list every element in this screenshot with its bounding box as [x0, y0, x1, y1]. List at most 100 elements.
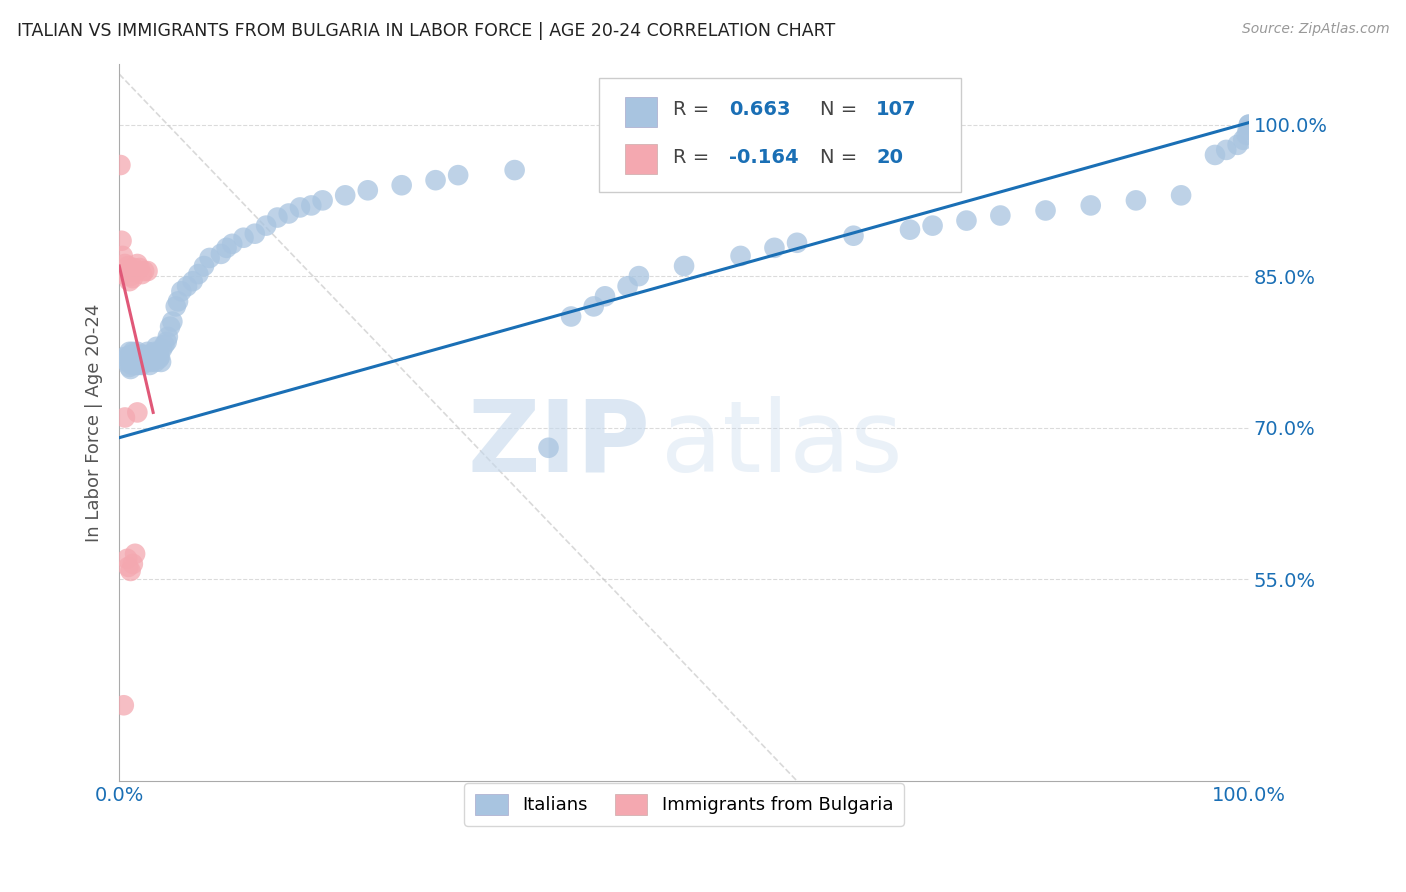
Point — [627, 269, 650, 284]
Point — [122, 260, 145, 275]
Point — [112, 698, 135, 713]
Point — [124, 264, 146, 278]
Point — [118, 274, 141, 288]
Point — [125, 355, 148, 369]
Point — [111, 267, 134, 281]
Point — [125, 264, 148, 278]
Point — [143, 344, 166, 359]
Point — [112, 264, 135, 278]
Point — [165, 300, 187, 314]
Point — [150, 342, 173, 356]
Point — [127, 358, 149, 372]
Point — [988, 209, 1011, 223]
Text: 107: 107 — [876, 101, 917, 120]
Point — [335, 188, 357, 202]
Point — [673, 259, 696, 273]
Point — [221, 236, 243, 251]
Point — [114, 350, 136, 364]
Point — [127, 405, 149, 419]
Point — [115, 264, 138, 278]
Text: -0.164: -0.164 — [730, 148, 799, 167]
Point — [138, 351, 160, 366]
Point — [122, 355, 145, 369]
Point — [134, 355, 156, 369]
Point — [1035, 203, 1057, 218]
Point — [136, 264, 159, 278]
Point — [121, 351, 143, 366]
Point — [118, 264, 141, 278]
Point — [121, 271, 143, 285]
Point — [142, 351, 165, 366]
Point — [1125, 194, 1147, 208]
Point — [110, 264, 132, 278]
Point — [131, 350, 153, 364]
Point — [131, 267, 153, 281]
Point — [254, 219, 277, 233]
Point — [425, 173, 447, 187]
Point — [129, 351, 152, 366]
Point — [1237, 118, 1260, 132]
Point — [503, 163, 526, 178]
Point — [187, 267, 209, 281]
Point — [120, 564, 142, 578]
Point — [125, 348, 148, 362]
Point — [150, 355, 173, 369]
Point — [117, 560, 139, 574]
Point — [232, 231, 254, 245]
Text: ITALIAN VS IMMIGRANTS FROM BULGARIA IN LABOR FORCE | AGE 20-24 CORRELATION CHART: ITALIAN VS IMMIGRANTS FROM BULGARIA IN L… — [17, 22, 835, 40]
FancyBboxPatch shape — [626, 97, 657, 128]
Point — [1204, 148, 1226, 162]
Point — [159, 319, 181, 334]
Point — [266, 211, 288, 225]
Point — [277, 206, 299, 220]
Point — [132, 351, 155, 366]
Point — [730, 249, 752, 263]
Point — [114, 410, 136, 425]
Legend: Italians, Immigrants from Bulgaria: Italians, Immigrants from Bulgaria — [464, 783, 904, 826]
Point — [145, 340, 167, 354]
Point — [198, 251, 221, 265]
Point — [124, 547, 146, 561]
Y-axis label: In Labor Force | Age 20-24: In Labor Force | Age 20-24 — [86, 303, 103, 541]
Point — [181, 274, 204, 288]
Point — [139, 358, 162, 372]
Point — [593, 289, 616, 303]
Point — [955, 213, 977, 227]
Point — [156, 329, 179, 343]
Point — [134, 348, 156, 362]
Point — [115, 552, 138, 566]
Point — [148, 351, 170, 366]
Point — [786, 235, 808, 250]
Point — [537, 441, 560, 455]
Point — [121, 358, 143, 372]
Point — [288, 201, 311, 215]
Point — [121, 344, 143, 359]
Point — [311, 194, 333, 208]
Point — [145, 350, 167, 364]
Point — [209, 247, 232, 261]
Point — [156, 334, 179, 349]
Point — [121, 350, 143, 364]
Point — [1237, 118, 1260, 132]
Point — [1232, 133, 1254, 147]
Point — [145, 355, 167, 369]
Point — [1170, 188, 1192, 202]
Point — [357, 183, 380, 197]
Point — [842, 228, 865, 243]
Point — [1236, 128, 1258, 142]
Point — [127, 257, 149, 271]
Point — [146, 348, 169, 362]
Text: N =: N = — [820, 148, 856, 167]
Point — [131, 358, 153, 372]
Point — [127, 344, 149, 359]
Point — [134, 264, 156, 278]
Text: atlas: atlas — [661, 395, 903, 492]
Point — [139, 355, 162, 369]
Point — [118, 344, 141, 359]
Point — [447, 168, 470, 182]
Point — [134, 350, 156, 364]
Point — [153, 338, 176, 352]
Point — [120, 269, 142, 284]
Text: ZIP: ZIP — [467, 395, 650, 492]
Point — [149, 350, 172, 364]
